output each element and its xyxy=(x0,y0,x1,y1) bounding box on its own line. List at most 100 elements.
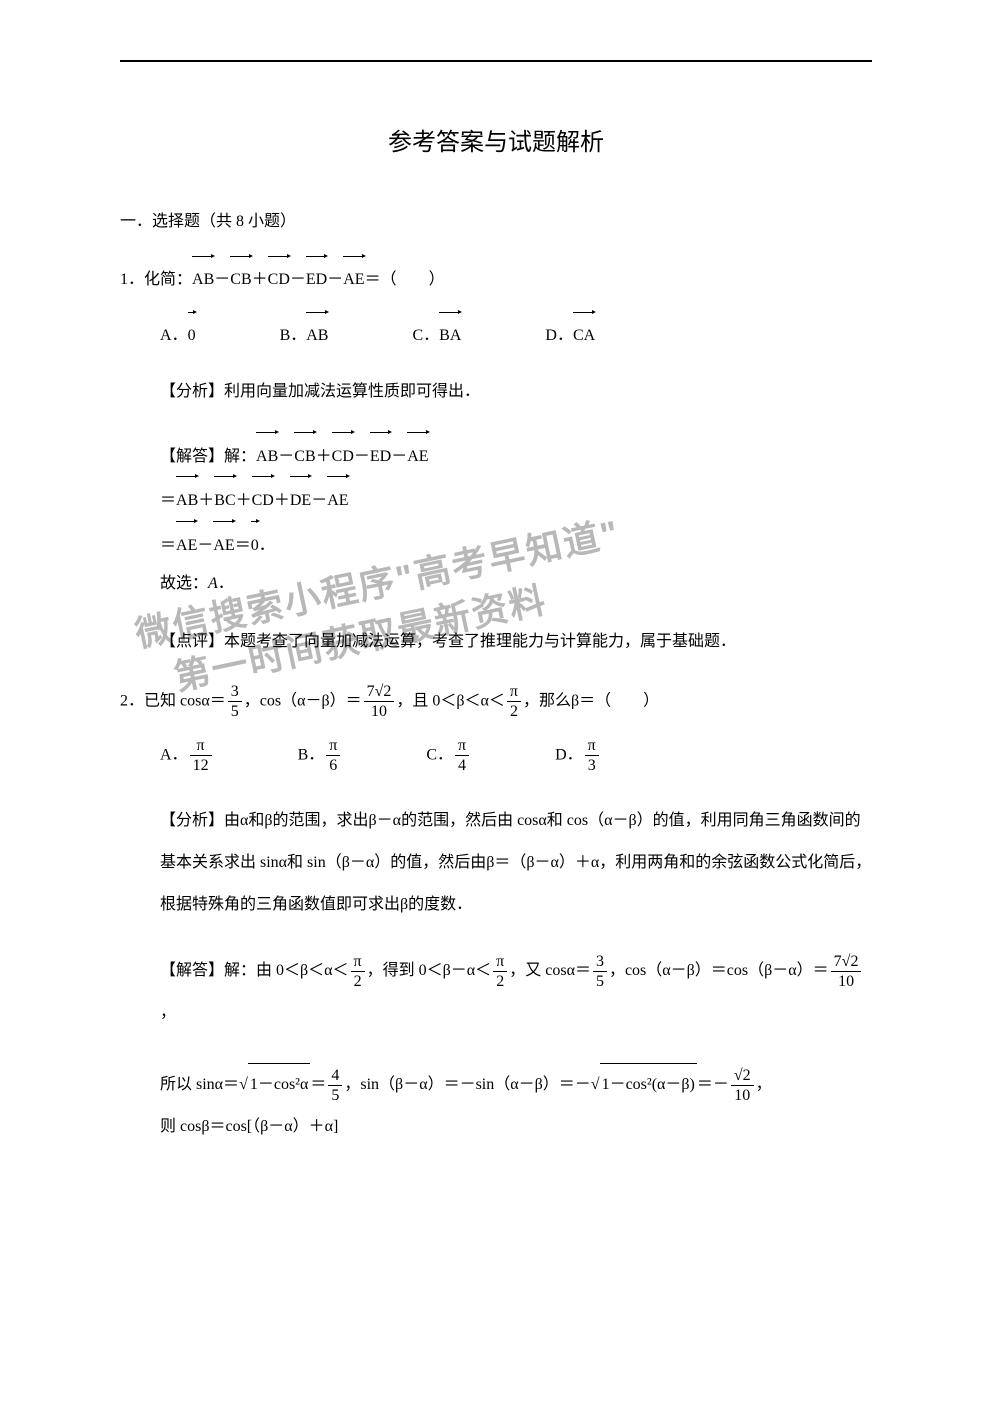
vec-AB: AB xyxy=(192,256,214,297)
q1-s2-v2: CD xyxy=(252,476,274,520)
q1-s3-o0: － xyxy=(197,537,213,554)
q2-sol-l2-p4: ＝－ xyxy=(697,1076,729,1093)
q2-optD-label: D． xyxy=(555,746,583,763)
page-top-rule xyxy=(120,60,872,62)
q1-op-2: － xyxy=(290,271,306,288)
q1-solution-prefix: 解： xyxy=(224,448,256,465)
q2-optC-label: C． xyxy=(426,746,453,763)
q2-option-A: A．π12 xyxy=(160,736,214,775)
q2-solution: 【解答】解：由 0＜β＜α＜π2，得到 0＜β－α＜π2，又 cosα＝35，c… xyxy=(160,950,872,1147)
q1-solution-label: 【解答】 xyxy=(160,448,224,465)
q1-optB-label: B． xyxy=(280,327,307,344)
q1-s3-suffix: ． xyxy=(259,537,275,554)
q2-sol-l1-f3n: 3 xyxy=(593,952,607,972)
q2-optB-label: B． xyxy=(298,746,325,763)
q1-s2-prefix: ＝ xyxy=(160,492,176,509)
q1-s1-v1: CB xyxy=(294,432,315,476)
q2-sol-line3: 则 cosβ＝cos[（β－α）＋α] xyxy=(160,1106,872,1148)
q1-s2-o0: ＋ xyxy=(198,492,214,509)
page-title: 参考答案与试题解析 xyxy=(120,122,872,157)
q1-optD-vec: CA xyxy=(573,312,595,353)
q1-answer: A xyxy=(208,575,218,592)
q1-s1-v4: AE xyxy=(407,432,428,476)
q2-solution-label: 【解答】 xyxy=(160,962,224,979)
question-2: 2．已知 cosα＝35，cos（α－β）＝7√210，且 0＜β＜α＜π2，那… xyxy=(120,682,872,1148)
q2-sol-l1-f1n: π xyxy=(351,952,365,972)
q2-optA-den: 12 xyxy=(190,756,212,775)
q2-sol-l2-sqrt1-body: 1－cos²α xyxy=(248,1063,311,1106)
q1-s1-v2: CD xyxy=(332,432,354,476)
q2-optB-den: 6 xyxy=(326,756,340,775)
q2-frac3: π2 xyxy=(507,682,521,721)
q2-optC-den: 4 xyxy=(455,756,469,775)
q2-optB-num: π xyxy=(326,736,340,756)
q2-frac1-den: 5 xyxy=(228,702,242,721)
q1-analysis-text: 利用向量加减法运算性质即可得出． xyxy=(224,383,480,400)
q1-optB-vec: AB xyxy=(306,312,328,353)
q1-s1-o3: － xyxy=(391,448,407,465)
q2-p3: ，且 0＜β＜α＜ xyxy=(396,692,505,709)
q2-sol-l1-p1: 解：由 0＜β＜α＜ xyxy=(224,962,349,979)
q1-option-D: D．CA xyxy=(545,312,595,353)
q1-s1-v3: ED xyxy=(370,432,391,476)
q1-stem-suffix: ＝（ ） xyxy=(365,271,445,288)
q2-p1: 已知 cosα＝ xyxy=(144,692,226,709)
q1-option-B: B．AB xyxy=(280,312,329,353)
q2-frac3-num: π xyxy=(507,682,521,702)
q2-sol-l1-p4: ，cos（α－β）＝cos（β－α）＝ xyxy=(609,962,829,979)
q2-sol-l1-p2: ，得到 0＜β－α＜ xyxy=(367,962,492,979)
vec-CD: CD xyxy=(268,256,290,297)
q1-stem: 1．化简：AB－CB＋CD－ED－AE＝（ ） xyxy=(120,256,872,297)
q2-sol-l2-f2n: √2 xyxy=(731,1066,754,1086)
q1-sol-line1: 【解答】解：AB－CB＋CD－ED－AE xyxy=(160,432,872,476)
q1-optA-vec: 0 xyxy=(188,312,196,353)
q2-sol-l2-p5: ， xyxy=(756,1076,772,1093)
q1-analysis: 【分析】利用向量加减法运算性质即可得出． xyxy=(160,373,872,411)
q1-review-label: 【点评】 xyxy=(160,633,224,650)
q2-number: 2． xyxy=(120,692,144,709)
q1-review: 【点评】本题考查了向量加减法运算，考查了推理能力与计算能力，属于基础题． xyxy=(160,623,872,661)
q2-option-D: D．π3 xyxy=(555,736,601,775)
vec-ED: ED xyxy=(306,256,327,297)
q1-analysis-label: 【分析】 xyxy=(160,383,224,400)
q1-op-3: － xyxy=(327,271,343,288)
q2-sol-line2: 所以 sinα＝√1－cos²α＝45，sin（β－α）＝－sin（α－β）＝－… xyxy=(160,1063,872,1106)
q1-s3-v0: AE xyxy=(176,521,197,565)
q1-s2-v1: BC xyxy=(214,476,235,520)
q2-optA-num: π xyxy=(190,736,212,756)
q2-sol-l1-p5: ， xyxy=(160,1004,176,1021)
q2-sol-l2-sqrt2: √1－cos²(α－β) xyxy=(591,1063,697,1106)
q1-s3-prefix: ＝ xyxy=(160,537,176,554)
q2-sol-l1-p3: ，又 cosα＝ xyxy=(509,962,591,979)
q2-sol-l1-f4n: 7√2 xyxy=(831,952,862,972)
q1-s3-v1: AE xyxy=(213,521,234,565)
q2-sol-l2-f1: 45 xyxy=(328,1066,342,1105)
q2-sol-l2-f2: √210 xyxy=(731,1066,754,1105)
q1-s2-v4: AE xyxy=(327,476,348,520)
q1-optD-label: D． xyxy=(545,327,573,344)
q1-review-text: 本题考查了向量加减法运算，考查了推理能力与计算能力，属于基础题． xyxy=(224,633,736,650)
q1-answer-prefix: 故选： xyxy=(160,575,208,592)
q2-optB-frac: π6 xyxy=(326,736,340,775)
q2-sol-l1-f2d: 2 xyxy=(493,972,507,991)
sqrt-radical-icon-2: √ xyxy=(591,1064,600,1106)
q1-s1-o2: － xyxy=(354,448,370,465)
q1-s1-o1: ＋ xyxy=(316,448,332,465)
vec-AE: AE xyxy=(343,256,364,297)
q2-sol-l1-f2n: π xyxy=(493,952,507,972)
q1-option-C: C．BA xyxy=(412,312,461,353)
q2-sol-l2-p2: ＝ xyxy=(310,1076,326,1093)
q2-sol-l2-f2d: 10 xyxy=(731,1086,754,1105)
q1-sol-line2: ＝AB＋BC＋CD＋DE－AE xyxy=(160,476,872,520)
q1-answer-period: ． xyxy=(218,575,234,592)
q2-frac2: 7√210 xyxy=(364,682,395,721)
q2-p2: ，cos（α－β）＝ xyxy=(244,692,362,709)
q2-optD-num: π xyxy=(585,736,599,756)
q2-sol-l1-f2: π2 xyxy=(493,952,507,991)
q2-optD-frac: π3 xyxy=(585,736,599,775)
q2-frac2-num: 7√2 xyxy=(364,682,395,702)
q2-sol-l2-p1: 所以 sinα＝ xyxy=(160,1076,239,1093)
q2-p4: ，那么β＝（ ） xyxy=(523,692,659,709)
q1-s2-o3: － xyxy=(311,492,327,509)
q2-sol-l1-f3: 35 xyxy=(593,952,607,991)
